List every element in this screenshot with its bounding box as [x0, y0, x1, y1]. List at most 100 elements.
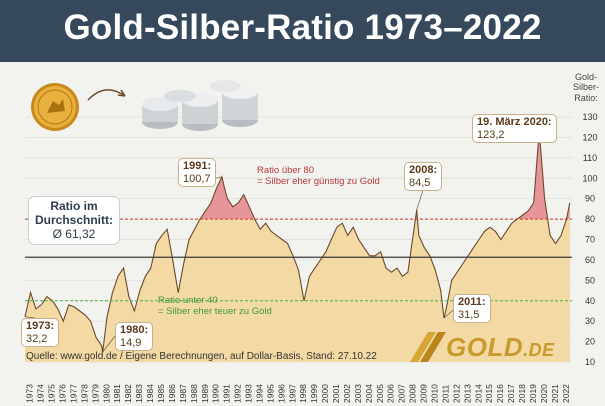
x-tick-label: 2016 [495, 384, 505, 403]
area-fill [25, 130, 570, 362]
x-tick-label: 2014 [473, 384, 483, 403]
note-below-40-line1: Ratio unter 40 [158, 295, 218, 306]
y-tick-label: 50 [585, 275, 595, 285]
y-tick-label: 130 [582, 112, 597, 122]
y-tick-label: 20 [585, 337, 595, 347]
y-tick-label: 120 [582, 132, 597, 142]
x-tick-label: 2006 [386, 384, 396, 403]
x-tick-label: 1982 [123, 384, 133, 403]
x-tick-label: 2007 [397, 384, 407, 403]
callout-1973-label: 1973: [26, 320, 55, 332]
x-tick-label: 2000 [320, 384, 330, 403]
source-note: Quelle: www.gold.de / Eigene Berechnunge… [26, 351, 377, 362]
y-tick-label: 90 [585, 194, 595, 204]
x-tick-label: 1977 [68, 384, 78, 403]
x-tick-label: 2019 [528, 384, 538, 403]
x-tick-labels: 1973 1974 1975 1976 1977 1978 1979 1980 1981 1982… [25, 384, 571, 403]
callout-2008-label: 2008: [409, 164, 438, 176]
y-tick-label: 60 [585, 255, 595, 265]
x-tick-label: 2003 [353, 384, 363, 403]
note-above-80: Ratio über 80 = Silber eher günstig zu G… [257, 165, 380, 188]
y-tick-label: 100 [582, 173, 597, 183]
x-tick-label: 1988 [189, 384, 199, 403]
callout-1980-value: 14,9 [120, 336, 142, 349]
callout-2020-label: 19. März 2020: [477, 116, 552, 128]
note-below-40: Ratio unter 40 = Silber eher teuer zu Go… [158, 295, 272, 318]
callout-1980-label: 1980: [120, 324, 149, 336]
note-above-80-line2: = Silber eher günstig zu Gold [257, 175, 380, 187]
average-box-line2: Durchschnitt: [35, 212, 113, 227]
x-tick-label: 2009 [419, 384, 429, 403]
x-tick-label: 1996 [276, 384, 286, 403]
logo-main: GOLD [446, 332, 524, 362]
ratio-line [24, 130, 571, 353]
x-tick-label: 1990 [211, 384, 221, 403]
x-tick-label: 2008 [408, 384, 418, 403]
x-tick-label: 1981 [112, 384, 122, 403]
x-tick-label: 1989 [200, 384, 210, 403]
y-tick-label: 40 [585, 296, 595, 306]
x-tick-label: 2001 [331, 384, 341, 403]
x-tick-label: 1984 [145, 384, 155, 403]
logo-suffix: .DE [523, 340, 555, 360]
x-tick-label: 1999 [309, 384, 319, 403]
x-tick-label: 2021 [550, 384, 560, 403]
note-below-40-line2: = Silber eher teuer zu Gold [158, 305, 272, 317]
x-tick-label: 2020 [539, 384, 549, 403]
y-axis-title-line3: Ratio: [574, 92, 598, 103]
x-tick-label: 2002 [342, 384, 352, 403]
y-axis-title: Gold- Silber- Ratio: [567, 72, 605, 103]
callout-1973: 1973: 32,2 [21, 318, 60, 348]
x-tick-label: 2015 [484, 384, 494, 403]
x-tick-label: 1975 [47, 384, 57, 403]
callout-1991: 1991: 100,7 [178, 158, 217, 188]
x-tick-label: 2022 [561, 384, 571, 403]
page-title: Gold-Silber-Ratio 1973–2022 [63, 8, 542, 47]
x-tick-label: 1978 [79, 384, 89, 403]
x-tick-label: 1986 [167, 384, 177, 403]
y-tick-label: 30 [585, 316, 595, 326]
x-tick-label: 2013 [462, 384, 472, 403]
callout-2011: 2011: 31,5 [453, 294, 491, 324]
callout-2020: 19. März 2020: 123,2 [472, 114, 557, 144]
x-tick-label: 2012 [451, 384, 461, 403]
y-tick-label: 10 [585, 357, 595, 367]
x-tick-label: 1997 [287, 384, 297, 403]
callout-1980: 1980: 14,9 [115, 322, 154, 352]
x-tick-label: 1992 [233, 384, 243, 403]
x-tick-label: 2010 [430, 384, 440, 403]
callout-1991-label: 1991: [183, 160, 212, 172]
silver-coins-icon [142, 80, 258, 131]
x-tick-label: 1994 [254, 384, 264, 403]
x-tick-label: 1998 [298, 384, 308, 403]
average-box-value: Ø 61,32 [52, 226, 96, 241]
x-tick-label: 1973 [25, 384, 35, 403]
x-tick-label: 1993 [244, 384, 254, 403]
ratio-area [24, 130, 571, 362]
callout-2011-label: 2011: [458, 296, 486, 308]
callout-1973-value: 32,2 [26, 332, 48, 345]
x-tick-label: 2004 [364, 384, 374, 403]
header-bar: Gold-Silber-Ratio 1973–2022 [0, 0, 605, 62]
x-tick-label: 1995 [265, 384, 275, 403]
x-tick-label: 2017 [506, 384, 516, 403]
average-box: Ratio im Durchschnitt: Ø 61,32 [29, 197, 119, 245]
callout-2008-value: 84,5 [409, 176, 431, 189]
x-tick-label: 1985 [156, 384, 166, 403]
x-tick-label: 1983 [134, 384, 144, 403]
logo: GOLD.DE [446, 332, 555, 363]
x-tick-label: 1980 [101, 384, 111, 403]
callout-1991-value: 100,7 [183, 172, 211, 185]
y-tick-label: 80 [585, 214, 595, 224]
average-box-line1: Ratio im [50, 199, 98, 213]
callout-2011-value: 31,5 [458, 308, 480, 321]
y-axis-title-line2: Silber- [572, 82, 599, 93]
y-tick-labels: 10 20 30 40 50 60 70 80 90 100 110 120 130 [582, 112, 597, 367]
x-tick-label: 1976 [58, 384, 68, 403]
callout-2020-value: 123,2 [477, 128, 505, 141]
logo-mark-icon [410, 332, 446, 362]
callout-connector [24, 316, 36, 319]
gold-coin-icon [31, 83, 79, 131]
x-tick-label: 2011 [440, 384, 450, 403]
